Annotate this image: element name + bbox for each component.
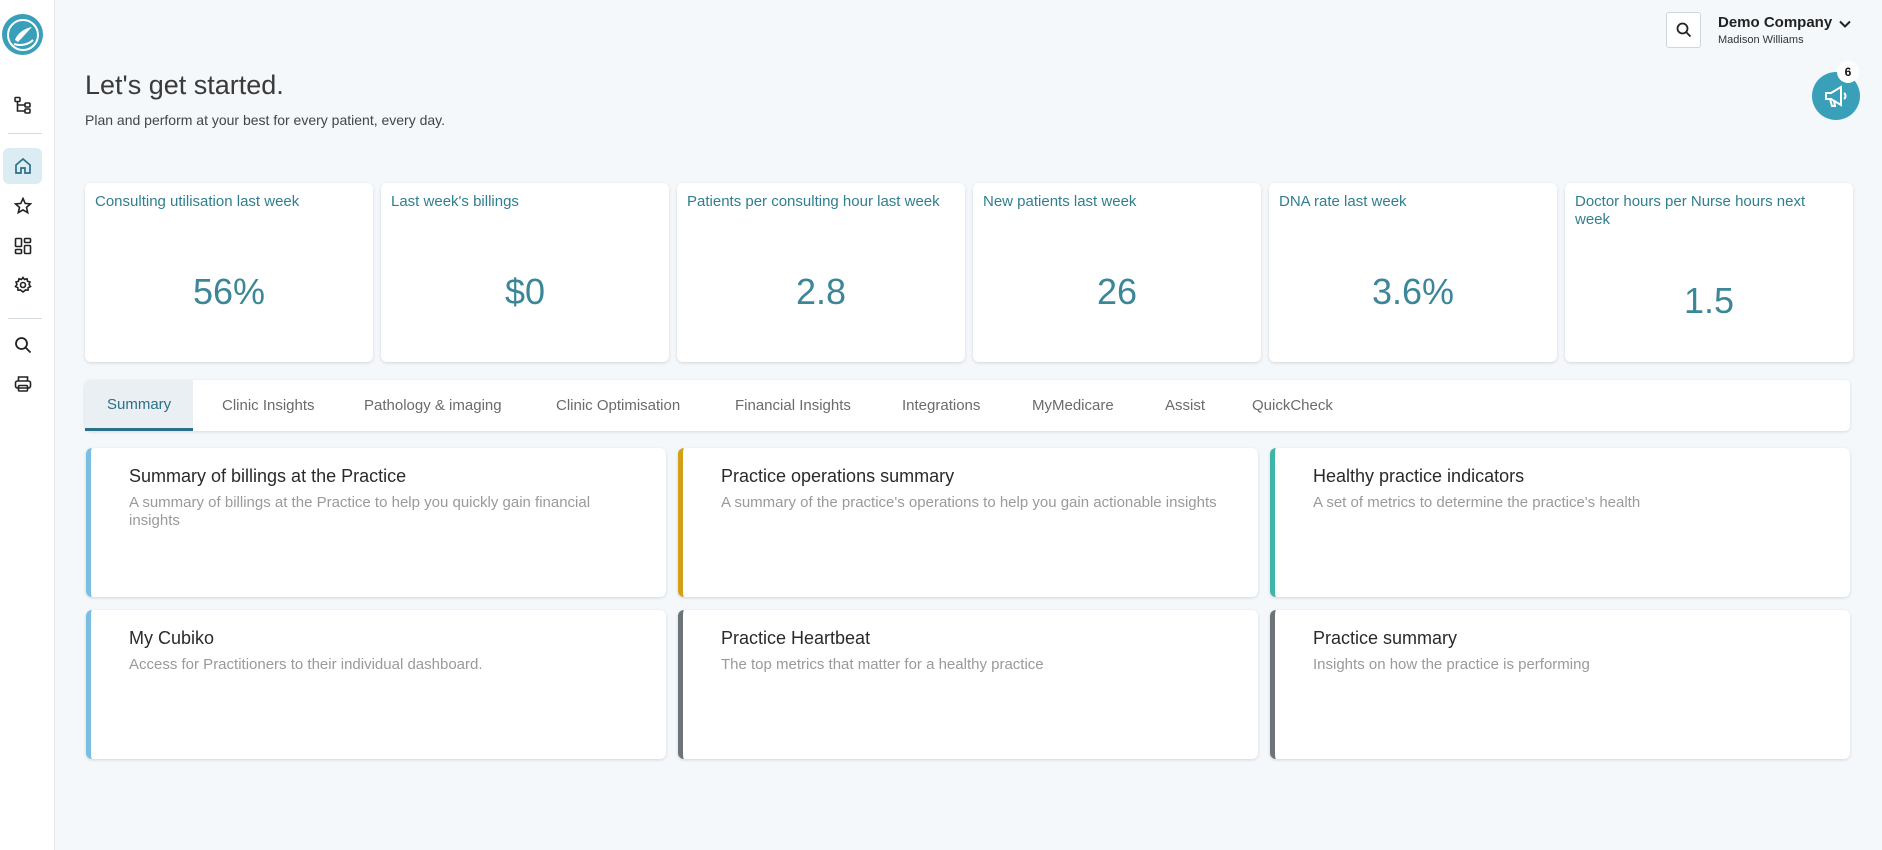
kpi-card[interactable]: Consulting utilisation last week 56% bbox=[85, 183, 373, 362]
printer-icon[interactable] bbox=[3, 366, 42, 402]
kpi-label: Last week's billings bbox=[391, 193, 519, 210]
tab-mymedicare[interactable]: MyMedicare bbox=[1032, 397, 1114, 414]
kpi-label: Doctor hours per Nurse hours next week bbox=[1575, 193, 1806, 228]
dashboard-description: A set of metrics to determine the practi… bbox=[1313, 494, 1641, 511]
tab-clinic-insights[interactable]: Clinic Insights bbox=[222, 397, 315, 414]
header-search-button[interactable] bbox=[1666, 12, 1701, 48]
dashboard-description: A summary of the practice's operations t… bbox=[721, 494, 1217, 511]
dashboard-title: Summary of billings at the Practice bbox=[129, 466, 407, 486]
tab-pathology-imaging[interactable]: Pathology & imaging bbox=[364, 397, 502, 414]
settings-icon[interactable] bbox=[3, 267, 42, 303]
company-name[interactable]: Demo Company bbox=[1718, 14, 1833, 31]
dashboard-description: A summary of billings at the Practice to… bbox=[129, 494, 591, 529]
dashboard-description: Access for Practitioners to their indivi… bbox=[129, 656, 483, 673]
sidebar bbox=[0, 0, 55, 850]
kpi-value: $0 bbox=[504, 271, 546, 312]
star-icon[interactable] bbox=[3, 188, 42, 224]
dashboard-card-billings-summary[interactable]: Summary of billings at the Practice A su… bbox=[86, 448, 666, 597]
dashboard-icon[interactable] bbox=[3, 228, 42, 264]
kpi-value: 1.5 bbox=[1683, 280, 1735, 321]
kpi-card[interactable]: Patients per consulting hour last week 2… bbox=[677, 183, 965, 362]
kpi-card[interactable]: Last week's billings $0 bbox=[381, 183, 669, 362]
kpi-value: 26 bbox=[1096, 271, 1138, 312]
megaphone-icon bbox=[1825, 85, 1847, 107]
logo-icon[interactable] bbox=[2, 14, 43, 55]
kpi-label: Patients per consulting hour last week bbox=[687, 193, 940, 210]
tabs-bar: Summary Clinic Insights Pathology & imag… bbox=[85, 380, 1850, 431]
hierarchy-icon[interactable] bbox=[3, 87, 42, 123]
nav-divider bbox=[8, 133, 42, 134]
dashboard-card-practice-summary[interactable]: Practice summary Insights on how the pra… bbox=[1270, 610, 1850, 759]
kpi-value: 2.8 bbox=[795, 271, 847, 312]
dashboard-title: Practice operations summary bbox=[721, 466, 955, 486]
kpi-card[interactable]: New patients last week 26 bbox=[973, 183, 1261, 362]
dashboard-description: The top metrics that matter for a health… bbox=[721, 656, 1044, 673]
dashboard-title: My Cubiko bbox=[129, 628, 215, 648]
dashboard-title: Practice Heartbeat bbox=[721, 628, 871, 648]
tab-clinic-optimisation[interactable]: Clinic Optimisation bbox=[556, 397, 681, 414]
tab-summary[interactable]: Summary bbox=[85, 380, 194, 431]
notification-badge: 6 bbox=[1837, 61, 1859, 83]
nav-divider bbox=[8, 318, 42, 319]
kpi-label: New patients last week bbox=[983, 193, 1137, 210]
kpi-value: 3.6% bbox=[1371, 271, 1455, 312]
kpi-card[interactable]: Doctor hours per Nurse hours next week 1… bbox=[1565, 183, 1853, 362]
dashboard-card-operations-summary[interactable]: Practice operations summary A summary of… bbox=[678, 448, 1258, 597]
chevron-down-icon[interactable] bbox=[1838, 17, 1852, 31]
search-icon[interactable] bbox=[3, 327, 42, 363]
page-subtitle: Plan and perform at your best for every … bbox=[85, 112, 446, 128]
kpi-label: DNA rate last week bbox=[1279, 193, 1407, 210]
search-icon bbox=[1676, 22, 1691, 38]
kpi-value: 56% bbox=[192, 271, 266, 312]
dashboard-card-my-cubiko[interactable]: My Cubiko Access for Practitioners to th… bbox=[86, 610, 666, 759]
home-icon[interactable] bbox=[3, 148, 42, 184]
tab-quickcheck[interactable]: QuickCheck bbox=[1252, 397, 1333, 414]
user-name: Madison Williams bbox=[1718, 34, 1804, 46]
kpi-label: Consulting utilisation last week bbox=[95, 193, 300, 210]
tab-assist[interactable]: Assist bbox=[1165, 397, 1206, 414]
kpi-card[interactable]: DNA rate last week 3.6% bbox=[1269, 183, 1557, 362]
dashboard-title: Practice summary bbox=[1313, 628, 1458, 648]
tab-financial-insights[interactable]: Financial Insights bbox=[735, 397, 851, 414]
tab-integrations[interactable]: Integrations bbox=[902, 397, 981, 414]
dashboard-title: Healthy practice indicators bbox=[1313, 466, 1525, 486]
dashboard-card-healthy-practice[interactable]: Healthy practice indicators A set of met… bbox=[1270, 448, 1850, 597]
dashboard-card-practice-heartbeat[interactable]: Practice Heartbeat The top metrics that … bbox=[678, 610, 1258, 759]
dashboard-description: Insights on how the practice is performi… bbox=[1313, 656, 1590, 673]
page-title: Let's get started. bbox=[85, 70, 284, 100]
